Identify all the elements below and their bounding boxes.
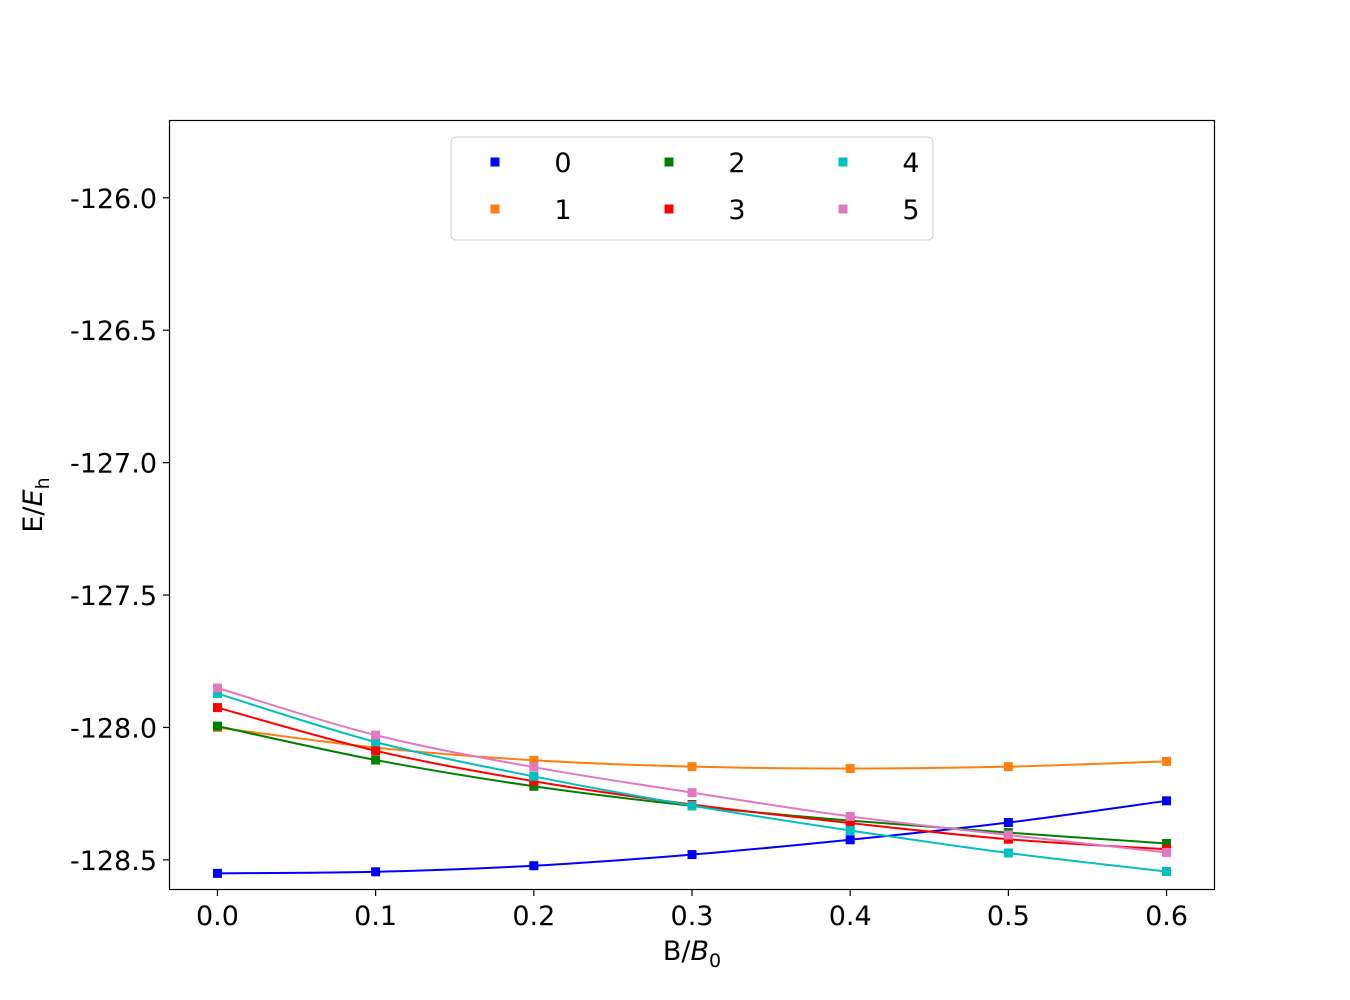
legend-marker-0 bbox=[490, 157, 500, 167]
data-point-5 bbox=[687, 788, 697, 798]
legend-label-0: 0 bbox=[554, 148, 571, 179]
data-point-4 bbox=[687, 801, 697, 811]
data-point-5 bbox=[212, 683, 222, 693]
y-tick-label: -126.0 bbox=[70, 184, 157, 215]
x-tick-label: 0.1 bbox=[354, 901, 397, 932]
data-point-5 bbox=[845, 811, 855, 821]
data-point-2 bbox=[1162, 838, 1172, 848]
legend-label-4: 4 bbox=[902, 148, 919, 179]
data-point-5 bbox=[1162, 847, 1172, 857]
y-tick-label: -126.5 bbox=[70, 316, 157, 347]
data-point-1 bbox=[1162, 756, 1172, 766]
data-point-5 bbox=[371, 730, 381, 740]
data-point-3 bbox=[371, 746, 381, 756]
series-4 bbox=[212, 689, 1172, 877]
y-tick-label: -127.5 bbox=[70, 581, 157, 612]
x-tick-label: 0.2 bbox=[512, 901, 555, 932]
y-tick-label: -128.5 bbox=[70, 846, 157, 877]
x-tick-label: 0.6 bbox=[1145, 901, 1188, 932]
legend-marker-4 bbox=[838, 157, 848, 167]
data-point-4 bbox=[1003, 848, 1013, 858]
x-tick-label: 0.4 bbox=[829, 901, 872, 932]
data-point-5 bbox=[529, 762, 539, 772]
data-point-2 bbox=[371, 755, 381, 765]
series-5 bbox=[212, 683, 1172, 857]
data-point-0 bbox=[687, 850, 697, 860]
data-point-3 bbox=[529, 776, 539, 786]
data-point-0 bbox=[212, 868, 222, 878]
x-tick-label: 0.5 bbox=[987, 901, 1030, 932]
legend-frame bbox=[450, 136, 934, 241]
data-point-2 bbox=[212, 721, 222, 731]
series-0 bbox=[212, 796, 1172, 878]
series-layer bbox=[212, 683, 1172, 878]
data-point-1 bbox=[687, 762, 697, 772]
data-point-0 bbox=[371, 867, 381, 877]
data-point-2 bbox=[529, 781, 539, 791]
data-point-1 bbox=[1003, 762, 1013, 772]
legend-marker-1 bbox=[490, 204, 500, 214]
data-point-0 bbox=[1003, 818, 1013, 828]
legend-label-1: 1 bbox=[554, 195, 571, 226]
x-axis-label: B/B0 bbox=[663, 936, 721, 972]
data-point-1 bbox=[845, 764, 855, 774]
legend-label-5: 5 bbox=[902, 195, 919, 226]
legend-marker-5 bbox=[838, 204, 848, 214]
data-point-5 bbox=[1003, 830, 1013, 840]
data-point-3 bbox=[212, 703, 222, 713]
y-axis-label: E/Eh bbox=[18, 477, 54, 532]
legend-label-3: 3 bbox=[728, 195, 745, 226]
y-axis: -126.0 -126.5 -127.0 -127.5 -128.0 -128.5 bbox=[70, 184, 170, 877]
legend: 0 1 2 3 4 5 bbox=[450, 136, 934, 241]
data-point-1 bbox=[529, 755, 539, 765]
data-point-4 bbox=[1162, 867, 1172, 877]
x-tick-label: 0.3 bbox=[671, 901, 714, 932]
data-point-4 bbox=[371, 737, 381, 747]
data-point-4 bbox=[529, 771, 539, 781]
y-tick-label: -127.0 bbox=[70, 449, 157, 480]
legend-marker-3 bbox=[664, 204, 674, 214]
data-point-0 bbox=[1162, 796, 1172, 806]
legend-marker-2 bbox=[664, 157, 674, 167]
legend-label-2: 2 bbox=[728, 148, 745, 179]
y-tick-label: -128.0 bbox=[70, 713, 157, 744]
data-point-0 bbox=[845, 835, 855, 845]
data-point-4 bbox=[845, 825, 855, 835]
x-axis: 0.0 0.1 0.2 0.3 0.4 0.5 0.6 bbox=[196, 889, 1188, 932]
x-tick-label: 0.0 bbox=[196, 901, 239, 932]
data-point-3 bbox=[845, 818, 855, 828]
data-point-4 bbox=[212, 689, 222, 699]
data-point-0 bbox=[529, 861, 539, 871]
